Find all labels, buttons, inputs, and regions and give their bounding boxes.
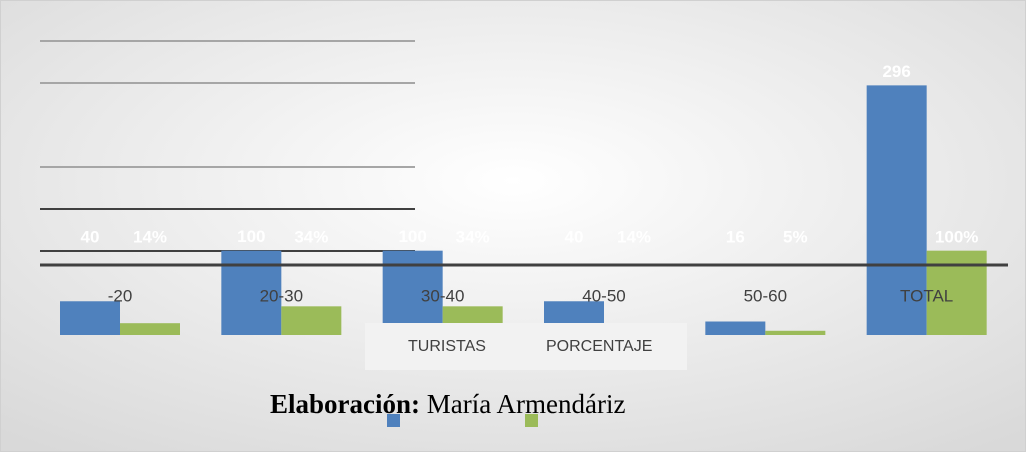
data-label: 40 [81, 227, 100, 246]
x-tick-label: 30-40 [421, 286, 464, 305]
legend-box [365, 323, 687, 370]
data-label: 34% [294, 227, 328, 246]
data-label: 100 [398, 227, 426, 246]
data-label: 34% [456, 227, 490, 246]
data-label: 296 [882, 62, 910, 81]
caption: Elaboración: María Armendáriz [270, 389, 625, 419]
caption-text: María Armendáriz [427, 389, 626, 419]
data-label: 14% [133, 227, 167, 246]
bar [765, 330, 826, 335]
x-tick-label: TOTAL [900, 286, 953, 305]
data-label: 16 [726, 227, 745, 246]
x-tick-label: 40-50 [582, 286, 625, 305]
legend-label: TURISTAS [408, 338, 486, 355]
data-label: 100% [935, 227, 978, 246]
legend: TURISTAS PORCENTAJE [387, 338, 652, 427]
bar [866, 85, 927, 335]
bar [705, 321, 766, 335]
bar [281, 306, 342, 335]
x-tick-label: 20-30 [260, 286, 303, 305]
caption-bold: Elaboración: [270, 389, 420, 419]
bar [120, 323, 180, 335]
legend-swatch [525, 414, 538, 427]
x-tick-label: -20 [108, 286, 133, 305]
data-label: 5% [783, 227, 808, 246]
data-label: 40 [565, 227, 584, 246]
data-label: 100 [237, 227, 265, 246]
x-tick-label: 50-60 [744, 286, 787, 305]
legend-swatch [387, 414, 400, 427]
legend-label: PORCENTAJE [546, 338, 652, 355]
data-label: 14% [617, 227, 651, 246]
bar [60, 301, 120, 335]
